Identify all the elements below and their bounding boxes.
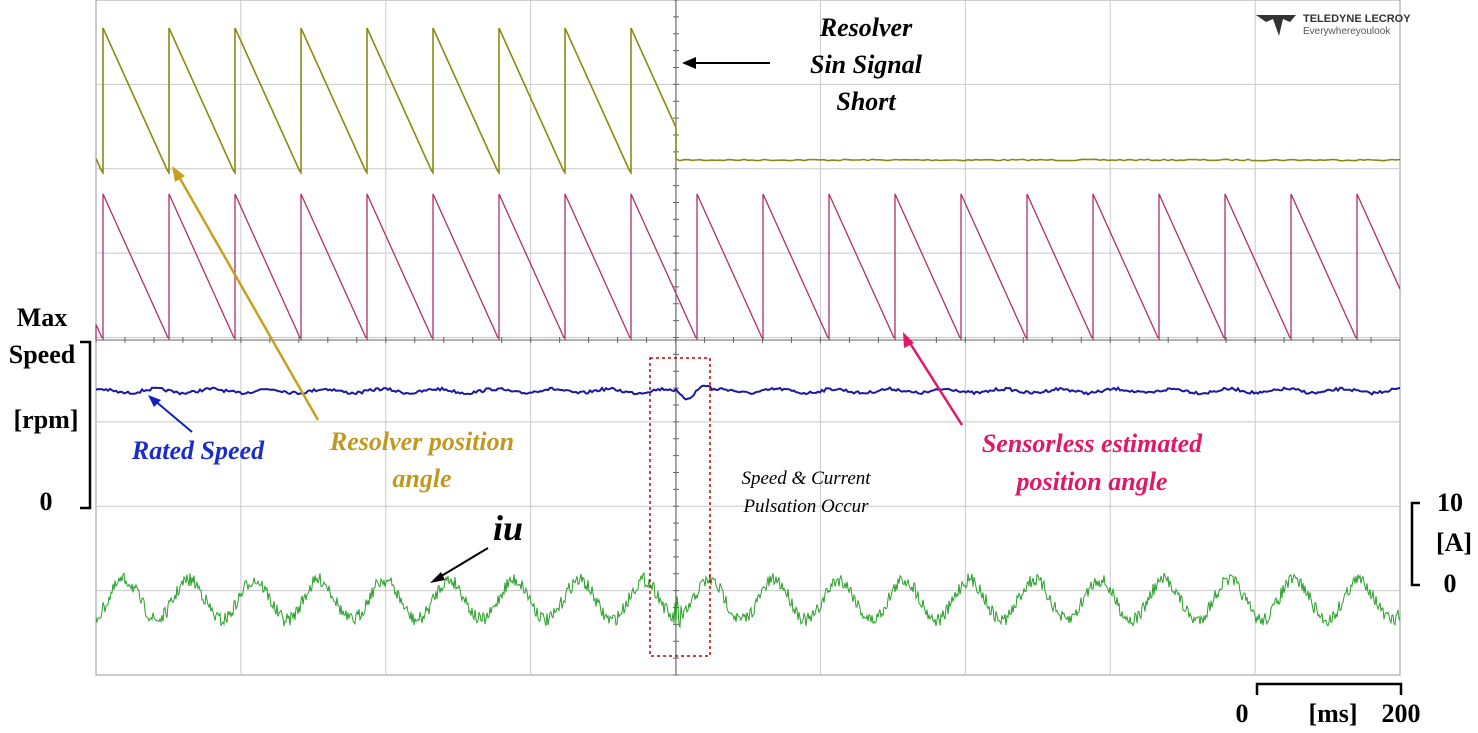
grid xyxy=(95,0,1400,676)
arrow xyxy=(176,174,320,421)
annotation: Resolver xyxy=(819,13,913,42)
annotation: angle xyxy=(392,464,451,493)
time-label: 200 xyxy=(1382,699,1421,728)
axis-bracket xyxy=(80,340,92,510)
arrowhead xyxy=(172,166,185,182)
axis-label: 10 xyxy=(1437,488,1463,517)
logo-brand: TELEDYNE LECROY xyxy=(1303,13,1411,25)
axis-label: Speed xyxy=(9,340,76,369)
arrow xyxy=(437,547,489,579)
annotation: position angle xyxy=(1015,467,1168,496)
annotation: Sensorless estimated xyxy=(982,429,1203,458)
time-label: [ms] xyxy=(1308,699,1357,728)
arrow xyxy=(906,339,964,426)
annotation: Rated Speed xyxy=(131,436,265,465)
sensorless-angle-trace xyxy=(95,193,1401,340)
arrowhead xyxy=(430,572,445,583)
time-bracket xyxy=(1255,682,1403,695)
time-label: 0 xyxy=(1236,699,1249,728)
axis-label: Max xyxy=(17,303,68,332)
resolver-angle-trace xyxy=(95,27,1401,174)
arrowhead xyxy=(682,57,696,69)
annotation: Resolver position xyxy=(329,427,514,456)
axis-label: [A] xyxy=(1436,528,1472,557)
arrowhead xyxy=(903,332,914,348)
annotation: Pulsation Occur xyxy=(742,496,869,517)
annotation: Sin Signal xyxy=(810,50,923,79)
axis-label: [rpm] xyxy=(14,405,79,434)
axis-label: 0 xyxy=(40,487,53,516)
highlight-box xyxy=(649,357,711,657)
speed-trace xyxy=(95,384,1401,401)
axis-label: 0 xyxy=(1444,569,1457,598)
waveforms xyxy=(95,27,1401,629)
annotation: Speed & Current xyxy=(741,468,871,489)
annotation: Short xyxy=(836,87,896,116)
current-trace xyxy=(95,571,1401,629)
axis-bracket xyxy=(1410,501,1420,587)
logo-icon xyxy=(1256,15,1296,36)
logo: TELEDYNE LECROY Everywhereyoulook xyxy=(1256,13,1411,37)
annotation: iu xyxy=(493,508,523,548)
arrowhead xyxy=(148,395,161,407)
logo-tagline: Everywhereyoulook xyxy=(1303,26,1391,37)
arrow xyxy=(153,399,193,433)
